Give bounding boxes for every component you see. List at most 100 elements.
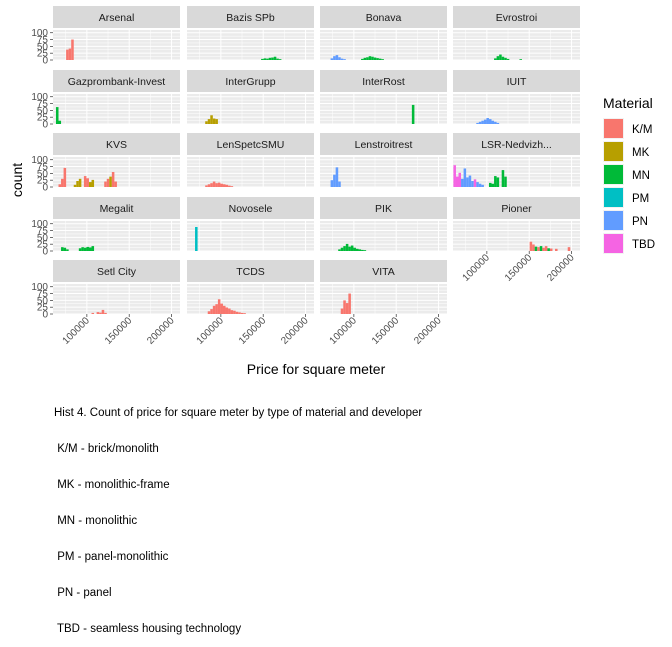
legend-entry: MN: [603, 164, 650, 185]
panel-background: [187, 284, 314, 314]
histogram-bar: [99, 312, 102, 314]
histogram-bar: [519, 59, 523, 60]
histogram-bar: [63, 247, 67, 251]
panel-background: [187, 221, 314, 251]
panel-background: [320, 30, 447, 60]
histogram-bar: [238, 312, 241, 314]
facet-strip-label: Megalit: [100, 203, 134, 215]
facet-strip: [453, 70, 580, 92]
legend-swatch: [604, 119, 623, 138]
histogram-bar: [350, 245, 354, 251]
panel-background: [187, 157, 314, 187]
histogram-bar: [376, 58, 379, 60]
y-tick-label: 50: [37, 169, 49, 180]
histogram-bar: [488, 182, 492, 187]
histogram-bar: [476, 182, 479, 187]
facet-strip-label: PIK: [375, 203, 392, 215]
histogram-bar: [230, 186, 234, 187]
histogram-bar: [539, 246, 543, 251]
y-tick-label: 0: [42, 310, 48, 321]
facet-strip-label: KVS: [106, 139, 127, 151]
histogram-bar: [340, 58, 344, 60]
histogram-bar: [537, 247, 540, 251]
y-tick-label: 25: [37, 113, 49, 124]
legend-swatch: [604, 188, 623, 207]
histogram-bar: [358, 249, 362, 251]
histogram-bar: [101, 309, 105, 314]
histogram-bar: [496, 122, 500, 124]
histogram-bar: [207, 119, 211, 124]
facet-strip-label: InterGrupp: [225, 76, 275, 88]
facet-strip: [453, 6, 580, 28]
histogram-bar: [458, 172, 462, 187]
histogram-bar: [471, 181, 474, 187]
histogram-bar: [210, 309, 213, 314]
histogram-bar: [86, 178, 89, 187]
histogram-bar: [268, 57, 272, 60]
x-tick-label: 150000: [237, 315, 269, 347]
panel-background: [187, 94, 314, 124]
histogram-bar: [225, 307, 229, 314]
histogram-bar: [343, 246, 346, 251]
x-tick-label: 150000: [103, 315, 135, 347]
facet-strip: [320, 6, 447, 28]
legend-swatch: [604, 142, 623, 161]
facet-strip: [320, 133, 447, 155]
histogram-bar: [222, 305, 226, 314]
histogram-bar: [273, 56, 277, 60]
y-tick-label: 75: [37, 289, 49, 300]
histogram-bar: [378, 58, 382, 60]
histogram-bar: [212, 305, 216, 314]
histogram-bar: [225, 184, 229, 187]
facet-strip-label: TCDS: [236, 266, 265, 278]
histogram-bar: [361, 249, 364, 251]
facet-panel: Evrostroi: [453, 6, 580, 61]
facet-strip: [453, 133, 580, 155]
histogram-bar: [348, 246, 351, 251]
histogram-bar: [330, 58, 334, 60]
facet-strip: [53, 133, 180, 155]
histogram-bar: [494, 58, 497, 60]
figure-caption: Hist 4. Count of price for square meter …: [54, 383, 422, 647]
histogram-bar: [235, 311, 239, 314]
panel-background: [453, 30, 580, 60]
histogram-bar: [55, 107, 59, 124]
histogram-bar: [220, 183, 223, 187]
histogram-bar: [366, 57, 369, 60]
panel-background: [453, 221, 580, 251]
facet-panel: IUIT: [453, 70, 580, 125]
histogram-bar: [333, 56, 336, 60]
histogram-bar: [501, 56, 505, 60]
histogram-bar: [343, 59, 346, 60]
y-tick-label: 0: [42, 183, 48, 194]
legend-entry: K/M: [603, 118, 652, 139]
y-tick-label: 50: [37, 106, 49, 117]
histogram-bar: [476, 122, 479, 124]
histogram-bar: [261, 58, 264, 60]
histogram-bar: [76, 181, 79, 187]
histogram-bar: [483, 119, 487, 124]
facet-strip: [53, 70, 180, 92]
x-axis-label: Price for square meter: [247, 361, 386, 377]
legend-label: MK: [632, 147, 650, 159]
y-tick-label: 25: [37, 49, 49, 60]
histogram-bar: [343, 300, 346, 314]
facet-strip-label: Bonava: [366, 12, 402, 24]
histogram-bar: [271, 57, 274, 60]
histogram-bar: [481, 120, 484, 124]
legend-entries: K/M MK MN PM PN TBD: [603, 118, 655, 254]
histogram-bar: [220, 303, 223, 314]
histogram-bar: [114, 181, 117, 187]
y-tick-label: 75: [37, 99, 49, 110]
facet-strip: [187, 70, 314, 92]
histogram-bar: [361, 58, 364, 60]
y-tick-label: 75: [37, 162, 49, 173]
histogram-bar: [104, 312, 107, 314]
facet-strip: [53, 197, 180, 219]
facet-strip-label: Lenstroitrest: [355, 139, 413, 151]
histogram-bar: [106, 178, 110, 187]
histogram-bar: [468, 175, 472, 187]
